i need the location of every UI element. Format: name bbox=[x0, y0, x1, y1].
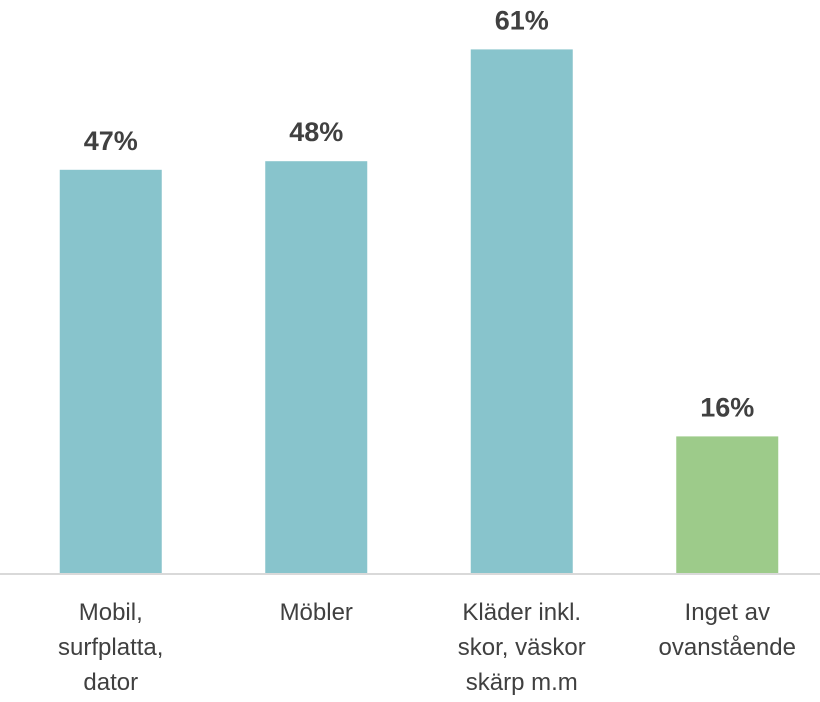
value-label: 16% bbox=[700, 392, 754, 422]
value-label: 48% bbox=[289, 117, 343, 147]
bar bbox=[265, 161, 368, 574]
x-tick-label: Mobil, surfplatta, dator bbox=[58, 599, 163, 696]
value-label: 47% bbox=[84, 126, 138, 156]
bar bbox=[470, 49, 573, 574]
x-tick-label: Inget av ovanstående bbox=[659, 599, 796, 661]
x-tick-label: Möbler bbox=[280, 599, 353, 626]
bar bbox=[676, 436, 779, 574]
value-label: 61% bbox=[495, 5, 549, 35]
x-tick-label: Kläder inkl. skor, väskor skärp m.m bbox=[458, 599, 586, 696]
bar bbox=[59, 169, 162, 575]
